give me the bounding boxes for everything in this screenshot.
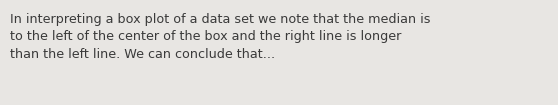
Text: In interpreting a box plot of a data set we note that the median is
to the left : In interpreting a box plot of a data set… (10, 13, 431, 61)
